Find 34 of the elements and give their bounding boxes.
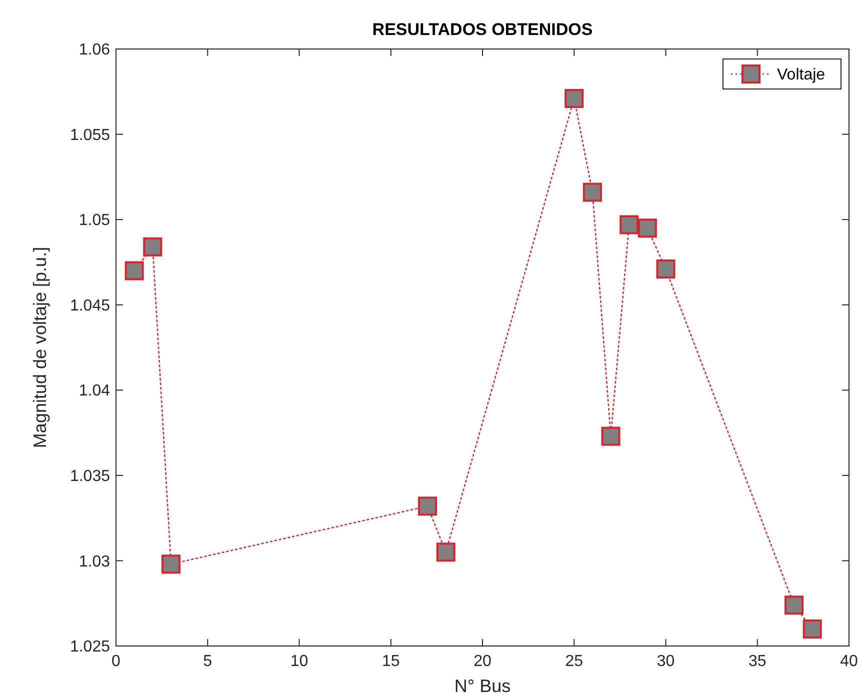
point — [620, 215, 639, 234]
point — [638, 218, 657, 238]
y-tick-label: 1.05 — [78, 212, 110, 230]
point — [161, 554, 180, 574]
x-tick-label: 0 — [112, 653, 121, 670]
point — [802, 619, 822, 638]
y-tick-label: 1.03 — [78, 553, 110, 570]
point — [124, 261, 144, 280]
y-tick-label: 1.035 — [70, 468, 110, 486]
x-tick-label: 10 — [290, 653, 308, 670]
y-tick-label: 1.045 — [70, 297, 110, 314]
point — [582, 182, 602, 202]
x-tick-label: 20 — [474, 653, 492, 670]
y-axis-title: Magnitud de voltaje [p.u.] — [30, 246, 50, 448]
point — [418, 496, 438, 516]
point — [656, 260, 676, 279]
point — [143, 237, 162, 256]
x-tick-label: 5 — [203, 653, 212, 670]
x-tick-label: 25 — [565, 653, 584, 670]
x-axis-title: N° Bus — [454, 676, 511, 696]
point — [784, 596, 804, 615]
y-tick-label: 1.04 — [78, 382, 110, 400]
legend-label: Voltaje — [777, 66, 826, 84]
x-tick-label: 15 — [382, 653, 400, 670]
y-tick-label: 1.06 — [78, 42, 110, 59]
x-tick-label: 40 — [840, 653, 858, 670]
y-tick-label: 1.055 — [70, 126, 110, 144]
y-tick-label: 1.025 — [70, 638, 110, 656]
point — [436, 542, 456, 562]
x-tick-label: 35 — [748, 653, 766, 670]
x-tick-label: 30 — [656, 653, 675, 670]
chart-title: RESULTADOS OBTENIDOS — [372, 20, 593, 39]
point — [564, 88, 584, 108]
point — [601, 426, 620, 446]
